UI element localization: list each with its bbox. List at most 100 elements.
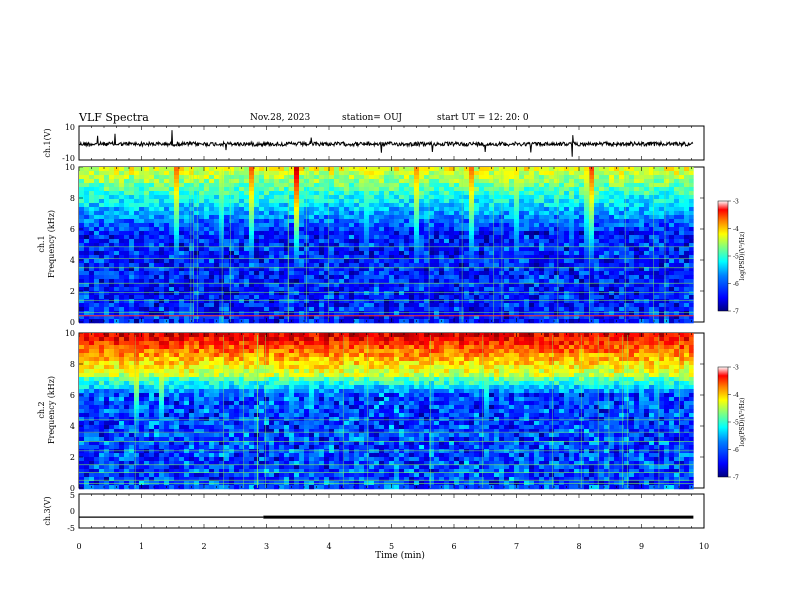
spectrogram-cell [614, 211, 620, 216]
spectrogram-cell [264, 291, 270, 296]
spectrogram-cell [319, 299, 325, 304]
spectrogram-cell [554, 291, 560, 296]
spectrogram-cell [394, 279, 400, 284]
spectrogram-cell [574, 227, 580, 232]
spectrogram-cell [294, 263, 300, 268]
spectrogram-cell [264, 315, 270, 320]
spectrogram-cell [94, 171, 100, 176]
spectrogram-cell [134, 219, 140, 224]
spectrogram-cell [439, 175, 445, 180]
spectrogram-cell [279, 191, 285, 196]
spectrogram-cell [624, 247, 630, 252]
spectrogram-cell [394, 291, 400, 296]
spectrogram-cell [119, 175, 125, 180]
spectrogram-cell [364, 195, 370, 200]
spectrogram-cell [269, 199, 275, 204]
spectrogram-cell [564, 171, 570, 176]
spectrogram-cell [614, 223, 620, 228]
spectrogram-cell [104, 235, 110, 240]
spectrogram-cell [264, 223, 270, 228]
spectrogram-cell [594, 211, 600, 216]
spectrogram-cell [359, 287, 365, 292]
spectrogram-cell [384, 187, 390, 192]
spectrogram-cell [679, 199, 685, 204]
spectrogram-cell [94, 315, 100, 320]
spectrogram-cell [264, 259, 270, 264]
spectrogram-cell [629, 239, 635, 244]
spectrogram-cell [554, 311, 560, 316]
spectrogram-cell [259, 191, 265, 196]
spectrogram-cell [639, 311, 645, 316]
spectrogram-cell [564, 215, 570, 220]
spectrogram-cell [129, 299, 135, 304]
spectrogram-cell [179, 239, 185, 244]
spectrogram-cell [614, 243, 620, 248]
spectrogram-cell [344, 267, 350, 272]
spectrogram-cell [404, 191, 410, 196]
spectrogram-cell [609, 219, 615, 224]
spectrogram-cell [319, 171, 325, 176]
spectrogram-cell [379, 195, 385, 200]
spectrogram-cell [524, 235, 530, 240]
spectrogram-cell [264, 207, 270, 212]
spectrogram-cell [309, 251, 315, 256]
spectrogram-cell [194, 259, 200, 264]
spectrogram-cell [574, 295, 580, 300]
spectrogram-cell [429, 319, 435, 324]
spectrogram-cell [134, 255, 140, 260]
spectrogram-cell [309, 171, 315, 176]
spectrogram-cell [94, 311, 100, 316]
spectrogram-cell [94, 319, 100, 324]
spectrogram-cell [539, 315, 545, 320]
spectrogram-cell [224, 271, 230, 276]
spectrogram-cell [84, 243, 90, 248]
spectrogram-cell [404, 171, 410, 176]
spectrogram-cell [474, 283, 480, 288]
spectrogram-cell [139, 211, 145, 216]
spectrogram-cell [664, 211, 670, 216]
spectrogram-cell [619, 175, 625, 180]
spectrogram-cell [394, 207, 400, 212]
spectrogram-cell [184, 283, 190, 288]
spectrogram-cell [319, 291, 325, 296]
spectrogram-cell [264, 307, 270, 312]
spectrogram-cell [584, 219, 590, 224]
spectrogram-cell [319, 247, 325, 252]
spectrogram-cell [89, 195, 95, 200]
spectrogram-cell [244, 299, 250, 304]
spectrogram-cell [514, 199, 520, 204]
spectrogram-cell [364, 283, 370, 288]
spectrogram-cell [179, 223, 185, 228]
spectrogram-cell [239, 191, 245, 196]
spectrogram-cell [289, 203, 295, 208]
spectrogram-cell [634, 295, 640, 300]
spectrogram-cell [549, 259, 555, 264]
spectrogram-cell [349, 311, 355, 316]
spectrogram-cell [179, 171, 185, 176]
spectrogram-cell [594, 235, 600, 240]
spectrogram-cell [214, 239, 220, 244]
spectrogram-cell [284, 259, 290, 264]
spectrogram-cell [624, 199, 630, 204]
spectrogram-cell [114, 259, 120, 264]
spectrogram-cell [324, 287, 330, 292]
spectrogram-cell [269, 267, 275, 272]
spectrogram-cell [234, 235, 240, 240]
spectrogram-cell [419, 295, 425, 300]
spectrogram-cell [639, 247, 645, 252]
spectrogram-cell [314, 267, 320, 272]
spectrogram-cell [229, 191, 235, 196]
spectrogram-cell [654, 303, 660, 308]
spectrogram-cell [339, 303, 345, 308]
spectrogram-cell [129, 187, 135, 192]
spectrogram-cell [554, 167, 560, 172]
spectrogram-cell [309, 211, 315, 216]
spectrogram-cell [414, 175, 420, 180]
spectrogram-cell [534, 279, 540, 284]
spectrogram-cell [229, 311, 235, 316]
spectrogram-cell [399, 203, 405, 208]
spectrogram-cell [334, 279, 340, 284]
spectrogram-cell [119, 219, 125, 224]
spectrogram-cell [264, 271, 270, 276]
spectrogram-cell [349, 231, 355, 236]
